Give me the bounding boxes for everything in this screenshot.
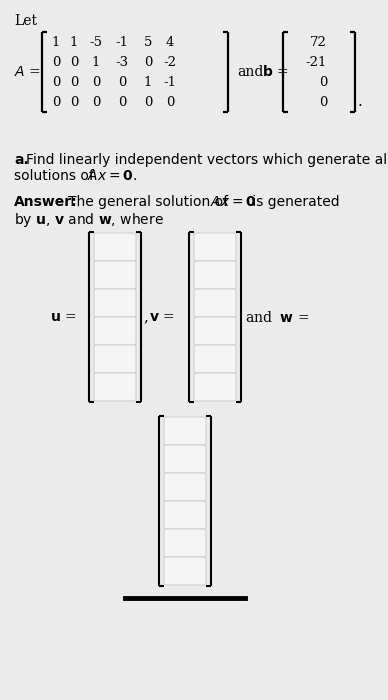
- Text: 0: 0: [92, 95, 100, 108]
- Text: 0: 0: [70, 76, 78, 88]
- Text: 0: 0: [319, 95, 327, 108]
- Text: 1: 1: [144, 76, 152, 88]
- Text: -1: -1: [163, 76, 177, 88]
- Text: $Ax = \mathbf{0}$.: $Ax = \mathbf{0}$.: [87, 169, 137, 183]
- Text: The general solution of: The general solution of: [68, 195, 232, 209]
- Text: 0: 0: [166, 95, 174, 108]
- Text: 5: 5: [144, 36, 152, 48]
- Text: 0: 0: [70, 95, 78, 108]
- Text: 0: 0: [52, 95, 60, 108]
- Text: 0: 0: [118, 95, 126, 108]
- Text: 0: 0: [70, 55, 78, 69]
- FancyBboxPatch shape: [194, 233, 236, 261]
- FancyBboxPatch shape: [94, 261, 136, 289]
- Text: and  $\mathbf{w}$ =: and $\mathbf{w}$ =: [245, 309, 309, 325]
- Text: and: and: [237, 65, 263, 79]
- Text: .: .: [358, 95, 363, 109]
- Text: $\mathbf{b}$ =: $\mathbf{b}$ =: [262, 64, 288, 80]
- Text: Let: Let: [14, 14, 37, 28]
- Text: 0: 0: [118, 76, 126, 88]
- Text: 1: 1: [70, 36, 78, 48]
- Text: Answer:: Answer:: [14, 195, 78, 209]
- Text: 0: 0: [52, 76, 60, 88]
- FancyBboxPatch shape: [94, 233, 136, 261]
- FancyBboxPatch shape: [164, 557, 206, 585]
- Text: Find linearly independent vectors which generate all: Find linearly independent vectors which …: [26, 153, 388, 167]
- Text: 72: 72: [310, 36, 327, 48]
- FancyBboxPatch shape: [194, 345, 236, 373]
- FancyBboxPatch shape: [194, 317, 236, 345]
- Text: 1: 1: [92, 55, 100, 69]
- FancyBboxPatch shape: [194, 261, 236, 289]
- Text: $Ax = \mathbf{0}$: $Ax = \mathbf{0}$: [210, 195, 256, 209]
- FancyBboxPatch shape: [94, 317, 136, 345]
- Text: -2: -2: [163, 55, 177, 69]
- Text: $\mathbf{u}$ =: $\mathbf{u}$ =: [50, 310, 76, 324]
- Text: -3: -3: [116, 55, 128, 69]
- Text: by $\mathbf{u}$, $\mathbf{v}$ and $\mathbf{w}$, where: by $\mathbf{u}$, $\mathbf{v}$ and $\math…: [14, 211, 164, 229]
- FancyBboxPatch shape: [164, 501, 206, 529]
- FancyBboxPatch shape: [94, 289, 136, 317]
- FancyBboxPatch shape: [164, 445, 206, 473]
- Text: ,: ,: [143, 310, 148, 324]
- Text: $A$ =: $A$ =: [14, 65, 41, 79]
- Text: is generated: is generated: [248, 195, 340, 209]
- FancyBboxPatch shape: [164, 473, 206, 501]
- FancyBboxPatch shape: [164, 417, 206, 445]
- Text: 0: 0: [319, 76, 327, 88]
- Text: 4: 4: [166, 36, 174, 48]
- Text: solutions of: solutions of: [14, 169, 98, 183]
- FancyBboxPatch shape: [164, 529, 206, 557]
- FancyBboxPatch shape: [194, 373, 236, 401]
- Text: 0: 0: [144, 55, 152, 69]
- Text: 0: 0: [52, 55, 60, 69]
- Text: $\mathbf{v}$ =: $\mathbf{v}$ =: [149, 310, 175, 324]
- Text: -1: -1: [116, 36, 128, 48]
- Text: 0: 0: [92, 76, 100, 88]
- Text: -21: -21: [306, 55, 327, 69]
- Text: 1: 1: [52, 36, 60, 48]
- Text: 0: 0: [144, 95, 152, 108]
- Text: a.: a.: [14, 153, 29, 167]
- FancyBboxPatch shape: [94, 373, 136, 401]
- FancyBboxPatch shape: [194, 289, 236, 317]
- Text: -5: -5: [90, 36, 102, 48]
- FancyBboxPatch shape: [94, 345, 136, 373]
